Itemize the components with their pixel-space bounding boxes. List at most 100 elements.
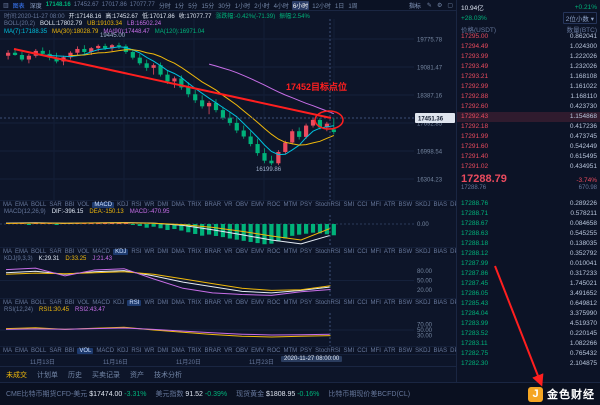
indicator-tab-mfi[interactable]: MFI — [370, 347, 381, 354]
indicator-tab-roc[interactable]: ROC — [267, 201, 281, 208]
indicator-tab-skdj[interactable]: SKDJ — [415, 248, 431, 255]
bid-row[interactable]: 17288.63 0.545255 — [461, 230, 597, 237]
ask-row[interactable]: 17294.49 1.024300 — [461, 43, 597, 50]
indicator-tab-macd[interactable]: MACD — [96, 347, 115, 354]
indicator-tab-cci[interactable]: CCI — [357, 347, 368, 354]
indicator-tab-boll[interactable]: BOLL — [31, 347, 47, 354]
bid-row[interactable]: 17283.11 1.082266 — [461, 340, 597, 347]
indicator-tab-ema[interactable]: EMA — [15, 248, 29, 255]
indicator-tab-atr[interactable]: ATR — [383, 299, 396, 306]
indicator-tab-rsi[interactable]: RSI — [131, 248, 142, 255]
settings-icon[interactable]: ⚙ — [436, 2, 443, 9]
indicator-tab-sar[interactable]: SAR — [49, 347, 62, 354]
indicator-tab-boll[interactable]: BOLL — [31, 299, 47, 306]
indicator-tab-wr[interactable]: WR — [144, 347, 155, 354]
bid-row[interactable]: 17287.86 0.317233 — [461, 270, 597, 277]
indicator-tab-obv[interactable]: OBV — [235, 347, 249, 354]
indicator-tab-roc[interactable]: ROC — [267, 347, 281, 354]
indicator-tab-kdj[interactable]: KDJ — [117, 201, 129, 208]
indicator-tab-atr[interactable]: ATR — [383, 248, 396, 255]
indicator-tab-dmi[interactable]: DMI — [157, 201, 169, 208]
ask-row[interactable]: 17293.49 1.232026 — [461, 63, 597, 70]
indicator-tab-mtm[interactable]: MTM — [283, 347, 298, 354]
indicator-tab-atr[interactable]: ATR — [383, 347, 396, 354]
indicator-tab-dpo[interactable]: DPO — [450, 248, 456, 255]
indicator-tab-smi[interactable]: SMI — [343, 347, 355, 354]
indicator-tab-brar[interactable]: BRAR — [204, 201, 222, 208]
ask-row[interactable]: 17293.21 1.168108 — [461, 73, 597, 80]
bid-row[interactable]: 17283.99 4.519370 — [461, 320, 597, 327]
indicator-tab-rsi[interactable]: RSI — [131, 201, 142, 208]
indicator-tab-stochrsi[interactable]: StochRSI — [315, 248, 341, 255]
ask-row[interactable]: 17292.60 0.423730 — [461, 103, 597, 110]
indicator-tab-stochrsi[interactable]: StochRSI — [315, 347, 341, 354]
indicator-tab-brar[interactable]: BRAR — [204, 299, 222, 306]
indicator-tab-stochrsi[interactable]: StochRSI — [315, 201, 341, 208]
indicator-tab-bias[interactable]: BIAS — [433, 201, 448, 208]
ask-row[interactable]: 17293.99 1.222026 — [461, 53, 597, 60]
indicator-tab-wr[interactable]: WR — [144, 248, 155, 255]
indicator-tab-boll[interactable]: BOLL — [31, 248, 47, 255]
indicator-tab-vr[interactable]: VR — [224, 201, 233, 208]
bid-row[interactable]: 17282.75 0.765432 — [461, 350, 597, 357]
orders-tab-资产[interactable]: 资产 — [130, 371, 144, 379]
indicator-tab-smi[interactable]: SMI — [343, 299, 355, 306]
indicator-tab-trix[interactable]: TRIX — [187, 248, 202, 255]
indicator-tab-kdj[interactable]: KDJ — [117, 347, 129, 354]
orders-tab-历史[interactable]: 历史 — [68, 371, 82, 379]
time-axis[interactable]: 2020-11-27 08:00:00 11月13日 11月16日 11月20日 11… — [0, 354, 456, 367]
indicator-tab-cci[interactable]: CCI — [357, 248, 368, 255]
indicator-tab-ema[interactable]: EMA — [15, 347, 29, 354]
bid-row[interactable]: 17288.76 0.289226 — [461, 200, 597, 207]
fullscreen-icon[interactable]: ▢ — [447, 2, 453, 9]
indicator-tab-bbi[interactable]: BBI — [64, 299, 75, 306]
indicator-tab-smi[interactable]: SMI — [343, 201, 355, 208]
indicator-tab-emv[interactable]: EMV — [251, 201, 265, 208]
indicator-tab-mfi[interactable]: MFI — [370, 201, 381, 208]
indicator-tab-wr[interactable]: WR — [144, 201, 155, 208]
indicator-tab-psy[interactable]: PSY — [300, 201, 313, 208]
indicator-tab-mtm[interactable]: MTM — [283, 248, 298, 255]
indicator-tab-vol[interactable]: VOL — [77, 248, 90, 255]
indicator-tab-ma[interactable]: MA — [3, 299, 12, 306]
edit-icon[interactable]: ✎ — [426, 2, 432, 9]
timeframe-1分[interactable]: 1分 — [174, 3, 185, 10]
indicator-tab-dpo[interactable]: DPO — [450, 201, 456, 208]
indicator-tab-dma[interactable]: DMA — [171, 248, 185, 255]
indicator-tab-trix[interactable]: TRIX — [187, 347, 202, 354]
boll-title[interactable]: BOLL(20,2) — [4, 21, 36, 27]
timeframe-12小时[interactable]: 12小时 — [312, 3, 331, 10]
indicator-tab-bsw[interactable]: BSW — [398, 248, 413, 255]
indicator-tab-ema[interactable]: EMA — [15, 299, 29, 306]
indicator-tab-bbi[interactable]: BBI — [64, 201, 75, 208]
indicator-tab-emv[interactable]: EMV — [251, 347, 265, 354]
indicator-tab-bsw[interactable]: BSW — [398, 299, 413, 306]
indicator-tab-mfi[interactable]: MFI — [370, 248, 381, 255]
timeframe-15分[interactable]: 15分 — [201, 3, 215, 10]
indicator-tab-sar[interactable]: SAR — [49, 201, 62, 208]
indicator-tab-emv[interactable]: EMV — [251, 299, 265, 306]
indicator-tab-obv[interactable]: OBV — [235, 299, 249, 306]
bid-row[interactable]: 17288.67 0.084658 — [461, 220, 597, 227]
bid-row[interactable]: 17287.99 0.010041 — [461, 260, 597, 267]
bid-row[interactable]: 17282.30 2.104875 — [461, 360, 597, 367]
last-trade-block[interactable]: 17288.79 -3.74% 17288.76 670.98 — [457, 172, 600, 198]
indicator-tab-dmi[interactable]: DMI — [157, 299, 169, 306]
ask-row[interactable]: 17292.88 1.168110 — [461, 93, 597, 100]
bid-row[interactable]: 17288.71 0.578211 — [461, 210, 597, 217]
bid-row[interactable]: 17284.04 3.375990 — [461, 310, 597, 317]
indicator-tab-cci[interactable]: CCI — [357, 201, 368, 208]
indicator-tab-brar[interactable]: BRAR — [204, 248, 222, 255]
indicator-tab-bias[interactable]: BIAS — [433, 299, 448, 306]
timeframe-1日[interactable]: 1日 — [334, 3, 345, 10]
indicator-tab-vol[interactable]: VOL — [77, 299, 90, 306]
indicator-tab-vr[interactable]: VR — [224, 248, 233, 255]
indicator-tab-roc[interactable]: ROC — [267, 248, 281, 255]
indicator-tab-dpo[interactable]: DPO — [450, 299, 456, 306]
bid-row[interactable]: 17285.43 0.649812 — [461, 300, 597, 307]
indicator-tab-cci[interactable]: CCI — [357, 299, 368, 306]
indicator-tab-brar[interactable]: BRAR — [204, 347, 222, 354]
indicator-tab-bias[interactable]: BIAS — [433, 347, 448, 354]
indicator-tab-mtm[interactable]: MTM — [283, 299, 298, 306]
rsi-panel[interactable]: 70.00 50.00 30.00 — [0, 313, 456, 346]
